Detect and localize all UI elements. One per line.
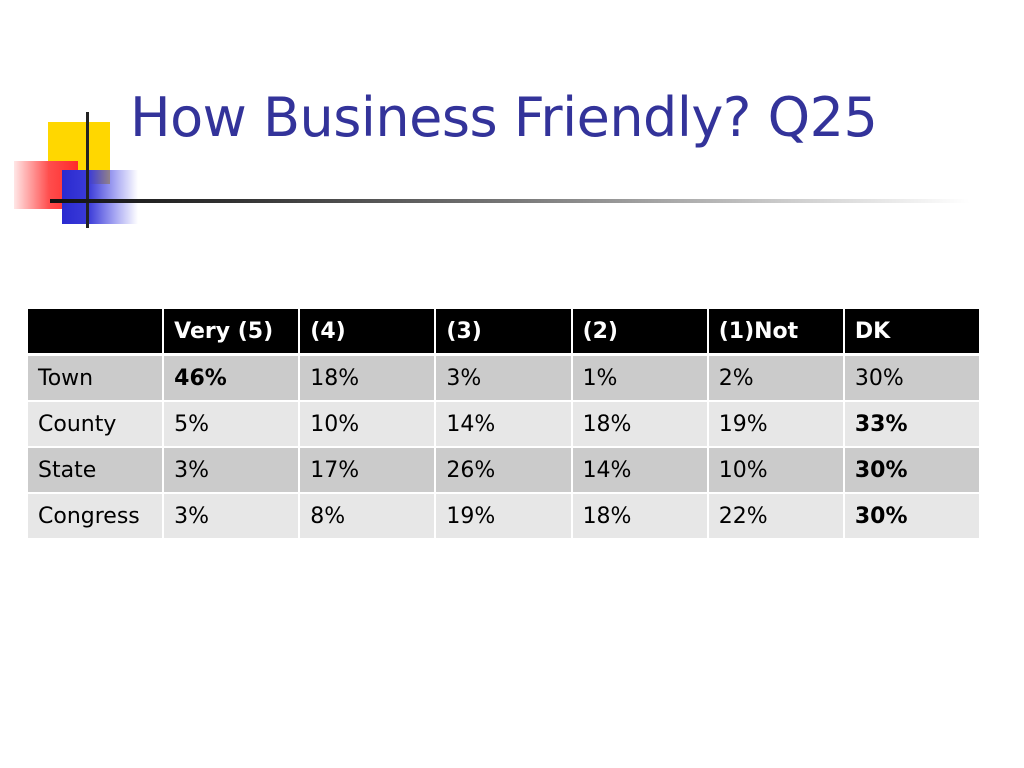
table-cell: 17% [298, 446, 437, 494]
header-cell-very-5: Very (5) [162, 307, 301, 356]
slide-title: How Business Friendly? Q25 [130, 86, 878, 149]
row-label-state: State [25, 446, 165, 494]
table-cell: 19% [434, 492, 573, 540]
table-cell: 10% [298, 400, 437, 448]
table-cell: 3% [434, 353, 573, 402]
table-cell: 8% [298, 492, 437, 540]
table-cell: 18% [570, 400, 709, 448]
table-cell: 19% [706, 400, 845, 448]
table-cell: 10% [706, 446, 845, 494]
table-cell: 3% [162, 446, 301, 494]
table-cell: 30% [842, 446, 982, 494]
table-header-row: Very (5) (4) (3) (2) (1)Not DK [25, 307, 982, 356]
table-cell: 26% [434, 446, 573, 494]
results-table: Very (5) (4) (3) (2) (1)Not DK Town 46% … [25, 307, 982, 540]
table-row: Town 46% 18% 3% 1% 2% 30% [25, 353, 982, 402]
table-cell: 30% [842, 492, 982, 540]
table-cell: 30% [842, 353, 982, 402]
header-cell-corner [25, 307, 165, 356]
logo-vertical-line [86, 112, 89, 228]
table-cell: 3% [162, 492, 301, 540]
table-cell: 18% [298, 353, 437, 402]
table-cell: 46% [162, 353, 301, 402]
logo-blue-square [62, 170, 138, 224]
table-cell: 14% [434, 400, 573, 448]
header-cell-dk: DK [842, 307, 982, 356]
row-label-county: County [25, 400, 165, 448]
table-cell: 1% [570, 353, 709, 402]
header-cell-4: (4) [298, 307, 437, 356]
header-cell-2: (2) [570, 307, 709, 356]
table-cell: 5% [162, 400, 301, 448]
header-cell-1-not: (1)Not [706, 307, 845, 356]
table-cell: 2% [706, 353, 845, 402]
table-cell: 14% [570, 446, 709, 494]
title-underline [50, 199, 970, 203]
table-cell: 33% [842, 400, 982, 448]
row-label-town: Town [25, 353, 165, 402]
table-row: State 3% 17% 26% 14% 10% 30% [25, 446, 982, 494]
header-cell-3: (3) [434, 307, 573, 356]
table-cell: 22% [706, 492, 845, 540]
table-row: County 5% 10% 14% 18% 19% 33% [25, 400, 982, 448]
table-cell: 18% [570, 492, 709, 540]
table-row: Congress 3% 8% 19% 18% 22% 30% [25, 492, 982, 540]
row-label-congress: Congress [25, 492, 165, 540]
